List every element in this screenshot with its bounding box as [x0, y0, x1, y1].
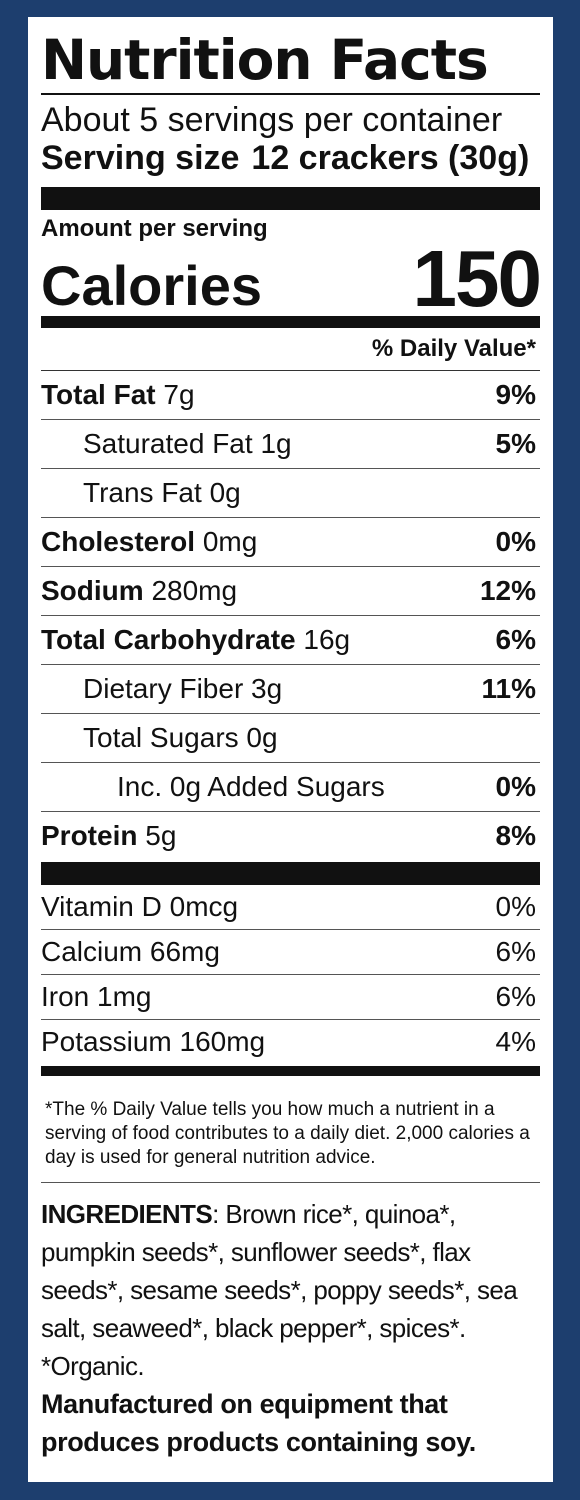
nutrition-label: Nutrition Facts About 5 servings per con… — [28, 17, 553, 1482]
serving-size-value: 12 crackers (30g) — [251, 139, 530, 177]
nutrient-dv: 0% — [495, 526, 536, 557]
vitamin-row-potassium: Potassium 160mg 4% — [41, 1020, 540, 1064]
nutrient-row-added-sugars: Inc. 0g Added Sugars 0% — [41, 763, 540, 812]
label-title: Nutrition Facts — [41, 31, 540, 95]
nutrient-row-trans-fat: Trans Fat 0g — [41, 469, 540, 518]
nutrient-label: Trans Fat 0g — [83, 477, 241, 508]
serving-size: Serving size 12 crackers (30g) — [41, 139, 540, 177]
servings-per-container: About 5 servings per container — [41, 101, 503, 139]
nutrient-row-saturated-fat: Saturated Fat 1g 5% — [41, 420, 540, 469]
divider-medium — [41, 316, 540, 328]
divider-medium — [41, 1066, 540, 1076]
calories-value: 150 — [412, 234, 542, 323]
vitamin-dv: 6% — [495, 936, 536, 967]
vitamin-label: Vitamin D 0mcg — [41, 891, 239, 922]
ingredients-list: : Brown rice*, quinoa*, pumpkin seeds*, … — [41, 1199, 518, 1381]
vitamin-label: Iron 1mg — [41, 981, 152, 1012]
nutrient-label: Total Sugars 0g — [83, 722, 278, 753]
vitamin-dv: 4% — [495, 1026, 536, 1057]
nutrient-row-total-fat: Total Fat 7g 9% — [41, 371, 540, 420]
nutrient-label: Saturated Fat 1g — [83, 428, 292, 459]
divider-thick — [41, 862, 540, 885]
daily-value-footnote: *The % Daily Value tells you how much a … — [41, 1098, 540, 1183]
divider-thick — [41, 187, 540, 210]
vitamin-row-iron: Iron 1mg 6% — [41, 975, 540, 1020]
allergen-statement: Manufactured on equipment that produces … — [41, 1389, 476, 1457]
vitamin-row-calcium: Calcium 66mg 6% — [41, 930, 540, 975]
nutrient-dv: 8% — [495, 820, 536, 851]
nutrient-dv: 12% — [479, 575, 536, 606]
nutrient-dv: 5% — [495, 428, 536, 459]
calories-row: Calories 150 — [41, 234, 542, 323]
nutrient-row-cholesterol: Cholesterol 0mg 0% — [41, 518, 540, 567]
nutrient-dv: 9% — [495, 379, 536, 410]
vitamin-dv: 6% — [495, 981, 536, 1012]
nutrient-row-dietary-fiber: Dietary Fiber 3g 11% — [41, 665, 540, 714]
nutrient-label: Sodium 280mg — [41, 575, 238, 606]
nutrient-label: Protein 5g — [41, 820, 177, 851]
nutrient-dv: 6% — [495, 624, 536, 655]
nutrient-row-total-sugars: Total Sugars 0g — [41, 714, 540, 763]
nutrient-row-sodium: Sodium 280mg 12% — [41, 567, 540, 616]
ingredients-text: INGREDIENTS: Brown rice*, quinoa*, pumpk… — [41, 1195, 540, 1385]
vitamin-label: Calcium 66mg — [41, 936, 220, 967]
serving-size-label: Serving size — [41, 139, 240, 177]
nutrient-label: Inc. 0g Added Sugars — [117, 771, 385, 802]
ingredients-label: INGREDIENTS — [41, 1199, 213, 1229]
nutrient-label: Cholesterol 0mg — [41, 526, 258, 557]
nutrient-label: Dietary Fiber 3g — [83, 673, 283, 704]
vitamin-dv: 0% — [495, 891, 536, 922]
nutrient-dv: 0% — [495, 771, 536, 802]
nutrient-label: Total Fat 7g — [41, 379, 195, 410]
nutrient-row-total-carbohydrate: Total Carbohydrate 16g 6% — [41, 616, 540, 665]
vitamin-label: Potassium 160mg — [41, 1026, 266, 1057]
nutrient-dv: 11% — [481, 673, 537, 704]
daily-value-header: % Daily Value* — [41, 328, 540, 371]
amount-per-serving: Amount per serving — [41, 215, 268, 242]
nutrient-label: Total Carbohydrate 16g — [41, 624, 351, 655]
calories-label: Calories — [41, 254, 262, 317]
nutrient-row-protein: Protein 5g 8% — [41, 812, 540, 860]
vitamin-row-vitamin-d: Vitamin D 0mcg 0% — [41, 885, 540, 930]
